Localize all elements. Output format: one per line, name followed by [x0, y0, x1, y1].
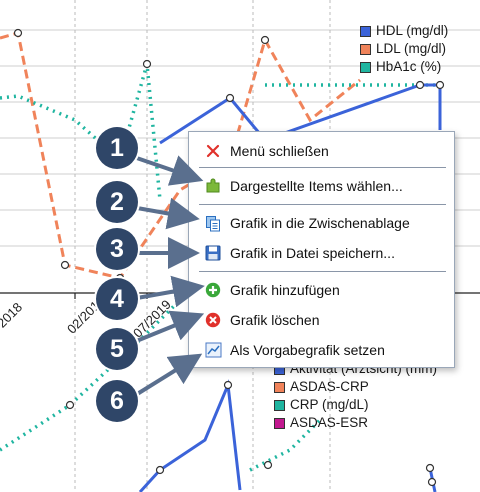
menu-item-save-file[interactable]: Grafik in Datei speichern... — [189, 240, 454, 266]
menu-item-label: Dargestellte Items wählen... — [230, 178, 403, 194]
menu-item-add-chart[interactable]: Grafik hinzufügen — [189, 277, 454, 303]
callout-badge-1: 1 — [96, 127, 138, 169]
menu-separator — [199, 167, 446, 168]
legend-swatch — [274, 399, 285, 411]
legend-label: CRP (mg/dL) — [290, 397, 369, 412]
add-icon — [204, 281, 222, 299]
legend-top: HDL (mg/dl) LDL (mg/dl) HbA1c (%) — [360, 22, 448, 76]
legend-item-hdl[interactable]: HDL (mg/dl) — [360, 22, 448, 40]
legend-item-hba1c[interactable]: HbA1c (%) — [360, 58, 448, 76]
legend-label: LDL (mg/dl) — [376, 41, 447, 56]
context-menu: Menü schließen Dargestellte Items wählen… — [188, 131, 455, 368]
menu-separator — [199, 271, 446, 272]
activity-series-line — [138, 379, 242, 492]
menu-item-label: Menü schließen — [230, 143, 329, 159]
menu-item-label: Als Vorgabegrafik setzen — [230, 342, 385, 358]
callout-badge-6: 6 — [96, 380, 138, 422]
clipboard-copy-icon — [204, 214, 222, 232]
callout-badge-4: 4 — [96, 278, 138, 320]
menu-item-delete-chart[interactable]: Grafik löschen — [189, 307, 454, 333]
crp-series-line-lower — [249, 418, 322, 472]
menu-item-label: Grafik löschen — [230, 312, 320, 328]
hba1c-series-line — [0, 63, 162, 201]
ldl-series-line — [0, 31, 361, 280]
menu-item-select-items[interactable]: Dargestellte Items wählen... — [189, 173, 454, 199]
save-disk-icon — [204, 244, 222, 262]
callout-badge-5: 5 — [96, 328, 138, 370]
delete-icon — [204, 311, 222, 329]
callout-badge-2: 2 — [96, 181, 138, 223]
close-icon — [204, 142, 222, 160]
puzzle-icon — [204, 177, 222, 195]
legend-item-asdas-crp[interactable]: ASDAS-CRP — [274, 378, 437, 396]
legend-label: ASDAS-CRP — [290, 379, 369, 394]
legend-label: ASDAS-ESR — [290, 415, 369, 430]
callout-badge-3: 3 — [96, 228, 138, 270]
legend-swatch — [274, 381, 285, 393]
legend-bottom: Aktivität (Arztsicht) (mm) ASDAS-CRP CRP… — [274, 360, 437, 432]
chart-default-icon — [204, 341, 222, 359]
menu-item-set-default[interactable]: Als Vorgabegrafik setzen — [189, 337, 454, 363]
legend-item-crp[interactable]: CRP (mg/dL) — [274, 396, 437, 414]
legend-swatch — [274, 417, 285, 429]
legend-swatch — [360, 25, 371, 37]
legend-item-asdas-esr[interactable]: ASDAS-ESR — [274, 414, 437, 432]
legend-label: HbA1c (%) — [376, 59, 442, 74]
menu-item-label: Grafik in die Zwischenablage — [230, 215, 410, 231]
menu-separator — [199, 204, 446, 205]
legend-label: HDL (mg/dl) — [376, 23, 449, 38]
legend-swatch — [360, 61, 371, 73]
menu-item-copy-clipboard[interactable]: Grafik in die Zwischenablage — [189, 210, 454, 236]
legend-item-ldl[interactable]: LDL (mg/dl) — [360, 40, 448, 58]
menu-item-label: Grafik in Datei speichern... — [230, 245, 395, 261]
hdl-series-line — [159, 83, 442, 145]
menu-item-label: Grafik hinzufügen — [230, 282, 340, 298]
legend-swatch — [360, 43, 371, 55]
menu-item-close[interactable]: Menü schließen — [189, 138, 454, 164]
